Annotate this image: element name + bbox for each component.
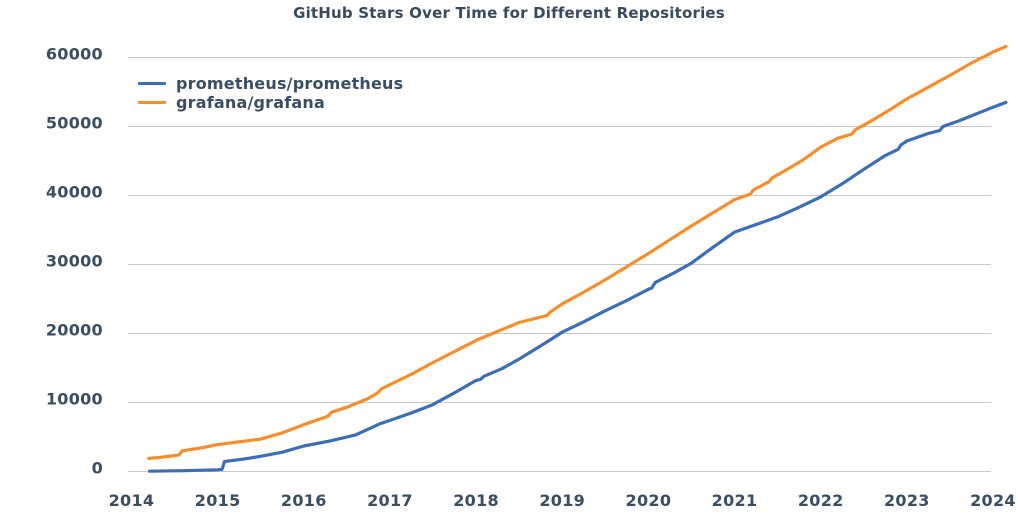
- legend-swatch-grafana: [138, 100, 166, 105]
- x-tick-label-2021: 2021: [712, 491, 758, 510]
- x-tick-label-2024: 2024: [970, 491, 1016, 510]
- series-line-prometheus: [148, 100, 1008, 473]
- y-tick-label-50000: 50000: [46, 114, 103, 133]
- legend: prometheus/prometheus grafana/grafana: [138, 74, 403, 112]
- legend-label-grafana: grafana/grafana: [176, 93, 326, 112]
- legend-item-grafana: grafana/grafana: [138, 93, 403, 112]
- chart-title: GitHub Stars Over Time for Different Rep…: [293, 4, 725, 22]
- y-tick-label-10000: 10000: [46, 390, 103, 409]
- x-tick-label-2016: 2016: [281, 491, 327, 510]
- x-tick-label-2020: 2020: [626, 491, 672, 510]
- y-tick-label-0: 0: [92, 459, 103, 478]
- x-tick-label-2023: 2023: [884, 491, 930, 510]
- x-tick-label-2014: 2014: [109, 491, 155, 510]
- x-tick-label-2015: 2015: [195, 491, 241, 510]
- x-tick-label-2018: 2018: [453, 491, 499, 510]
- legend-item-prometheus: prometheus/prometheus: [138, 74, 403, 93]
- y-tick-label-40000: 40000: [46, 183, 103, 202]
- x-tick-label-2022: 2022: [798, 491, 844, 510]
- legend-label-prometheus: prometheus/prometheus: [176, 74, 404, 93]
- legend-swatch-prometheus: [138, 81, 166, 86]
- x-tick-label-2019: 2019: [539, 491, 585, 510]
- y-tick-label-30000: 30000: [46, 252, 103, 271]
- series-line-grafana: [147, 44, 1008, 460]
- y-tick-label-20000: 20000: [46, 321, 103, 340]
- y-tick-label-60000: 60000: [46, 45, 103, 64]
- x-tick-label-2017: 2017: [367, 491, 413, 510]
